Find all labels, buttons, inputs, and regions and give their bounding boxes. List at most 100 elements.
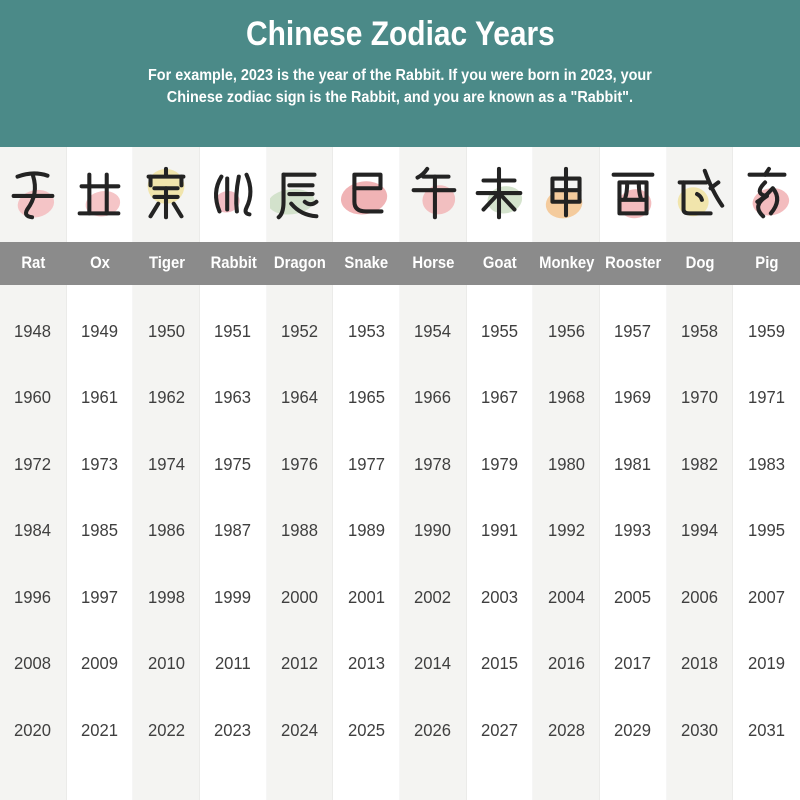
year-value: 1983 bbox=[748, 453, 786, 474]
year-cell: 1981 bbox=[600, 431, 666, 498]
year-value: 1962 bbox=[147, 387, 185, 408]
year-value: 2000 bbox=[280, 586, 318, 607]
year-list-snake: 1953 1965 1977 1989 2001 2013 2025 bbox=[333, 285, 399, 800]
year-cell: 1986 bbox=[133, 498, 199, 565]
year-cell: 1984 bbox=[0, 498, 66, 565]
column-pig: Pig 1959 1971 1983 1995 2007 2019 2031 bbox=[733, 147, 800, 800]
year-cell: 1976 bbox=[267, 431, 333, 498]
year-value: 1953 bbox=[347, 320, 385, 341]
year-value: 2015 bbox=[480, 653, 518, 674]
column-header-ox: Ox bbox=[66, 242, 134, 285]
column-header-pig: Pig bbox=[733, 242, 800, 285]
pig-branch-glyph-icon bbox=[733, 147, 800, 242]
year-cell: 1999 bbox=[200, 564, 266, 631]
column-header-label: Rooster bbox=[605, 254, 662, 272]
year-value: 1974 bbox=[147, 453, 185, 474]
page-header: Chinese Zodiac Years For example, 2023 i… bbox=[0, 0, 800, 147]
year-cell: 2014 bbox=[400, 631, 466, 698]
year-value: 2008 bbox=[14, 653, 52, 674]
column-header-dog: Dog bbox=[666, 242, 734, 285]
monkey-branch-glyph-icon bbox=[533, 147, 599, 242]
year-value: 1995 bbox=[748, 520, 786, 541]
year-list-rabbit: 1951 1963 1975 1987 1999 2011 2023 bbox=[200, 285, 266, 800]
year-cell: 1996 bbox=[0, 564, 66, 631]
year-value: 1954 bbox=[414, 320, 452, 341]
year-cell: 1971 bbox=[733, 365, 800, 432]
year-cell: 1983 bbox=[733, 431, 800, 498]
year-cell: 1975 bbox=[200, 431, 266, 498]
column-header-rooster: Rooster bbox=[599, 242, 667, 285]
year-cell: 2007 bbox=[733, 564, 800, 631]
year-cell: 1978 bbox=[400, 431, 466, 498]
dragon-branch-glyph-icon bbox=[267, 147, 333, 242]
year-value: 1998 bbox=[147, 586, 185, 607]
year-value: 1964 bbox=[280, 387, 318, 408]
year-value: 1992 bbox=[547, 520, 585, 541]
year-value: 1999 bbox=[214, 586, 252, 607]
year-value: 1949 bbox=[80, 320, 118, 341]
year-cell: 1965 bbox=[333, 365, 399, 432]
year-value: 2027 bbox=[480, 719, 518, 740]
year-cell: 1954 bbox=[400, 298, 466, 365]
year-value: 2024 bbox=[280, 719, 318, 740]
column-header-label: Rat bbox=[21, 254, 46, 272]
year-value: 1975 bbox=[214, 453, 252, 474]
year-value: 2021 bbox=[80, 719, 118, 740]
column-header-rabbit: Rabbit bbox=[199, 242, 267, 285]
year-value: 2016 bbox=[547, 653, 585, 674]
year-cell: 1970 bbox=[667, 365, 733, 432]
year-list-rat: 1948 1960 1972 1984 1996 2008 2020 bbox=[0, 285, 66, 800]
subtitle-line-2: Chinese zodiac sign is the Rabbit, and y… bbox=[166, 89, 634, 106]
year-value: 1959 bbox=[748, 320, 786, 341]
year-value: 1978 bbox=[414, 453, 452, 474]
year-cell: 2015 bbox=[467, 631, 533, 698]
year-cell: 1957 bbox=[600, 298, 666, 365]
year-cell: 1950 bbox=[133, 298, 199, 365]
year-value: 1993 bbox=[614, 520, 652, 541]
year-cell: 1987 bbox=[200, 498, 266, 565]
tiger-branch-glyph-icon bbox=[133, 147, 199, 242]
year-list-monkey: 1956 1968 1980 1992 2004 2016 2028 bbox=[533, 285, 599, 800]
year-cell: 1972 bbox=[0, 431, 66, 498]
year-cell: 2017 bbox=[600, 631, 666, 698]
year-value: 2001 bbox=[347, 586, 385, 607]
rat-branch-glyph-icon bbox=[0, 147, 66, 242]
year-cell: 1967 bbox=[467, 365, 533, 432]
year-cell: 2000 bbox=[267, 564, 333, 631]
year-value: 1984 bbox=[14, 520, 52, 541]
dog-branch-glyph-icon bbox=[667, 147, 733, 242]
column-dog: Dog 1958 1970 1982 1994 2006 2018 2030 bbox=[666, 147, 734, 800]
year-list-pig: 1959 1971 1983 1995 2007 2019 2031 bbox=[733, 285, 800, 800]
year-value: 2003 bbox=[480, 586, 518, 607]
year-value: 1972 bbox=[14, 453, 52, 474]
year-cell: 1973 bbox=[67, 431, 133, 498]
year-cell: 2004 bbox=[533, 564, 599, 631]
column-header-label: Monkey bbox=[539, 254, 595, 272]
year-value: 1970 bbox=[680, 387, 718, 408]
year-cell: 2019 bbox=[733, 631, 800, 698]
year-value: 1996 bbox=[14, 586, 52, 607]
year-cell: 1956 bbox=[533, 298, 599, 365]
year-cell: 2020 bbox=[0, 697, 66, 764]
year-cell: 1960 bbox=[0, 365, 66, 432]
zodiac-table: Rat 1948 1960 1972 1984 1996 2008 2020 Ox 1949 196… bbox=[0, 147, 800, 800]
column-header-label: Rabbit bbox=[210, 254, 257, 272]
column-header-snake: Snake bbox=[333, 242, 400, 285]
page-title: Chinese Zodiac Years bbox=[245, 15, 555, 53]
year-value: 1991 bbox=[480, 520, 518, 541]
year-cell: 1979 bbox=[467, 431, 533, 498]
year-value: 2011 bbox=[214, 653, 251, 674]
column-header-label: Dragon bbox=[273, 254, 326, 272]
year-cell: 1952 bbox=[267, 298, 333, 365]
subtitle-line-1: For example, 2023 is the year of the Rab… bbox=[148, 67, 652, 84]
year-cell: 2001 bbox=[333, 564, 399, 631]
column-header-rat: Rat bbox=[0, 242, 67, 285]
year-cell: 1963 bbox=[200, 365, 266, 432]
year-cell: 1993 bbox=[600, 498, 666, 565]
year-value: 2013 bbox=[347, 653, 385, 674]
column-monkey: Monkey 1956 1968 1980 1992 2004 2016 2028 bbox=[533, 147, 600, 800]
year-value: 1976 bbox=[280, 453, 318, 474]
year-list-dog: 1958 1970 1982 1994 2006 2018 2030 bbox=[667, 285, 733, 800]
year-value: 2012 bbox=[280, 653, 318, 674]
year-cell: 1995 bbox=[733, 498, 800, 565]
